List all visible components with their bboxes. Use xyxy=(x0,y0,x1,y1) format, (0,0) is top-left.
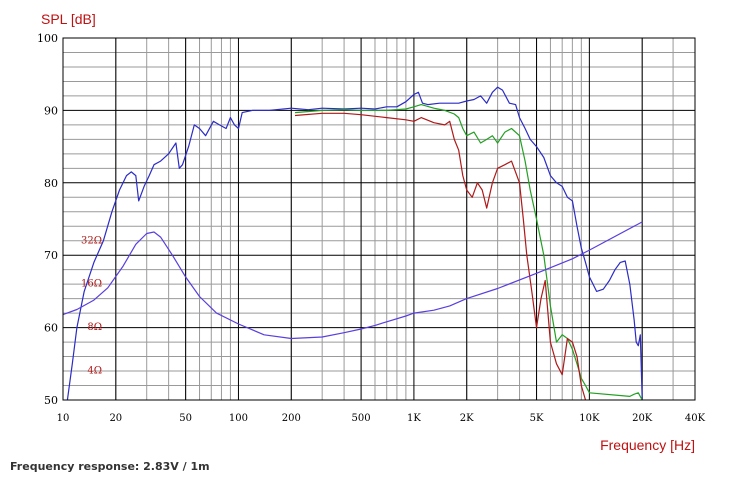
y-axis-label: SPL [dB] xyxy=(41,11,96,27)
x-tick-label: 1K xyxy=(407,413,421,424)
frequency-response-chart: 10 20 50 100 200 500 1K 2K 5K 10K 20K 40K 50 60 70 80 9… xyxy=(37,11,706,453)
impedance-labels: 32Ω 16Ω 8Ω 4Ω xyxy=(81,235,102,376)
impedance-label: 16Ω xyxy=(81,279,102,290)
y-tick-label: 100 xyxy=(37,32,58,45)
series-line-4 xyxy=(62,221,643,340)
y-tick-labels: 50 60 70 80 90 100 xyxy=(37,32,58,407)
x-tick-label: 20K xyxy=(632,413,653,424)
plot-frame xyxy=(62,37,696,401)
impedance-label: 32Ω xyxy=(81,235,102,246)
y-tick-label: 70 xyxy=(44,249,58,262)
x-axis-label: Frequency [Hz] xyxy=(600,437,695,453)
x-tick-label: 2K xyxy=(460,413,474,424)
x-tick-label: 200 xyxy=(282,413,301,424)
series-line-3 xyxy=(294,112,587,401)
minor-grid xyxy=(63,38,695,400)
x-tick-label: 50 xyxy=(179,413,192,424)
impedance-label: 8Ω xyxy=(87,322,102,333)
x-tick-label: 10K xyxy=(579,413,600,424)
series-layer xyxy=(62,86,643,401)
x-tick-label: 40K xyxy=(685,413,706,424)
major-grid xyxy=(62,37,696,401)
y-tick-label: 60 xyxy=(44,322,58,335)
x-tick-label: 20 xyxy=(109,413,122,424)
x-tick-label: 5K xyxy=(530,413,544,424)
x-tick-label: 100 xyxy=(229,413,248,424)
y-tick-label: 80 xyxy=(44,177,58,190)
x-tick-labels: 10 20 50 100 200 500 1K 2K 5K 10K 20K 40K xyxy=(57,413,706,424)
series-line-2 xyxy=(294,103,643,401)
x-tick-label: 10 xyxy=(57,413,70,424)
y-tick-label: 50 xyxy=(44,394,58,407)
x-tick-label: 500 xyxy=(352,413,371,424)
impedance-label: 4Ω xyxy=(87,366,102,377)
caption: Frequency response: 2.83V / 1m xyxy=(10,460,210,473)
series-line-1 xyxy=(66,86,643,401)
y-tick-label: 90 xyxy=(44,104,58,117)
